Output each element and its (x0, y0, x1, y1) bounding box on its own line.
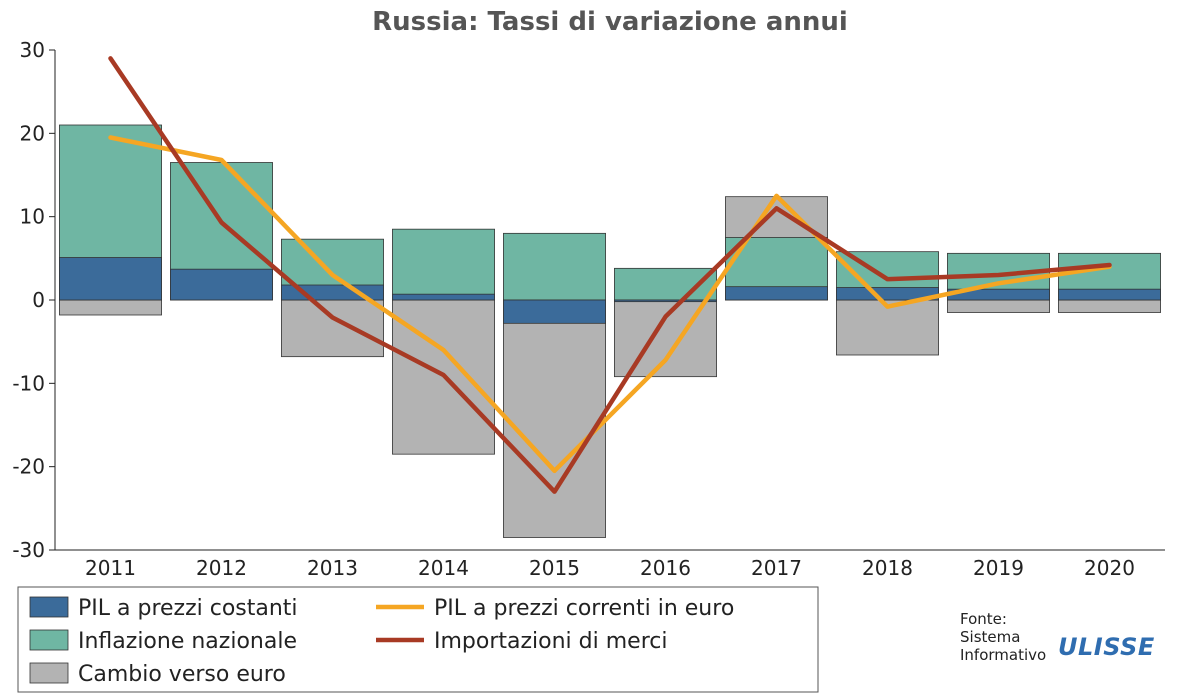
legend-swatch-pil_prezzi_costanti (30, 597, 68, 617)
x-tick-label: 2011 (85, 556, 136, 580)
bar-pil_prezzi_costanti (503, 300, 605, 323)
y-tick-label: -30 (12, 538, 45, 562)
bar-inflazione_nazionale (503, 233, 605, 300)
source-line: Informativo (960, 646, 1046, 664)
y-tick-label: -10 (12, 371, 45, 395)
bar-pil_prezzi_costanti (392, 294, 494, 300)
chart-title: Russia: Tassi di variazione annui (372, 7, 848, 37)
y-tick-label: 10 (20, 205, 45, 229)
x-tick-label: 2019 (973, 556, 1024, 580)
legend-label-importazioni_merci: Importazioni di merci (434, 629, 667, 654)
bar-pil_prezzi_costanti (59, 258, 161, 301)
legend-label-pil_prezzi_correnti_euro: PIL a prezzi correnti in euro (434, 596, 734, 621)
y-tick-label: 30 (20, 38, 45, 62)
bar-cambio_verso_euro (59, 300, 161, 315)
source-line: Fonte: (960, 610, 1007, 628)
bar-pil_prezzi_costanti (170, 269, 272, 300)
x-tick-label: 2017 (751, 556, 802, 580)
y-tick-label: -20 (12, 455, 45, 479)
x-tick-label: 2016 (640, 556, 691, 580)
x-tick-label: 2015 (529, 556, 580, 580)
x-tick-label: 2014 (418, 556, 469, 580)
bar-pil_prezzi_costanti (1058, 289, 1160, 300)
legend-swatch-inflazione_nazionale (30, 630, 68, 650)
annual-rate-chart: Russia: Tassi di variazione annui -30 -20 -… (0, 0, 1200, 700)
source-block: Fonte:SistemaInformativo ULISSE (960, 610, 1155, 664)
legend-label-cambio_verso_euro: Cambio verso euro (78, 662, 286, 687)
y-tick-label: 20 (20, 121, 45, 145)
legend-label-inflazione_nazionale: Inflazione nazionale (78, 629, 297, 654)
bar-cambio_verso_euro (947, 300, 1049, 313)
y-tick-label: 0 (32, 288, 45, 312)
x-tick-label: 2012 (196, 556, 247, 580)
bar-cambio_verso_euro (503, 300, 605, 538)
bar-cambio_verso_euro (614, 300, 716, 377)
x-tick-label: 2018 (862, 556, 913, 580)
source-line: Sistema (960, 628, 1020, 646)
legend-swatch-cambio_verso_euro (30, 663, 68, 683)
bar-pil_prezzi_costanti (614, 300, 716, 302)
bars-group (59, 125, 1160, 538)
bar-inflazione_nazionale (392, 229, 494, 300)
x-tick-label: 2020 (1084, 556, 1135, 580)
bar-cambio_verso_euro (1058, 300, 1160, 313)
legend-label-pil_prezzi_costanti: PIL a prezzi costanti (78, 596, 298, 621)
bar-pil_prezzi_costanti (725, 287, 827, 300)
ulisse-logo: ULISSE (1058, 633, 1155, 661)
bar-cambio_verso_euro (281, 300, 383, 357)
legend: PIL a prezzi costanti PIL a prezzi corren… (18, 587, 818, 692)
x-tick-label: 2013 (307, 556, 358, 580)
